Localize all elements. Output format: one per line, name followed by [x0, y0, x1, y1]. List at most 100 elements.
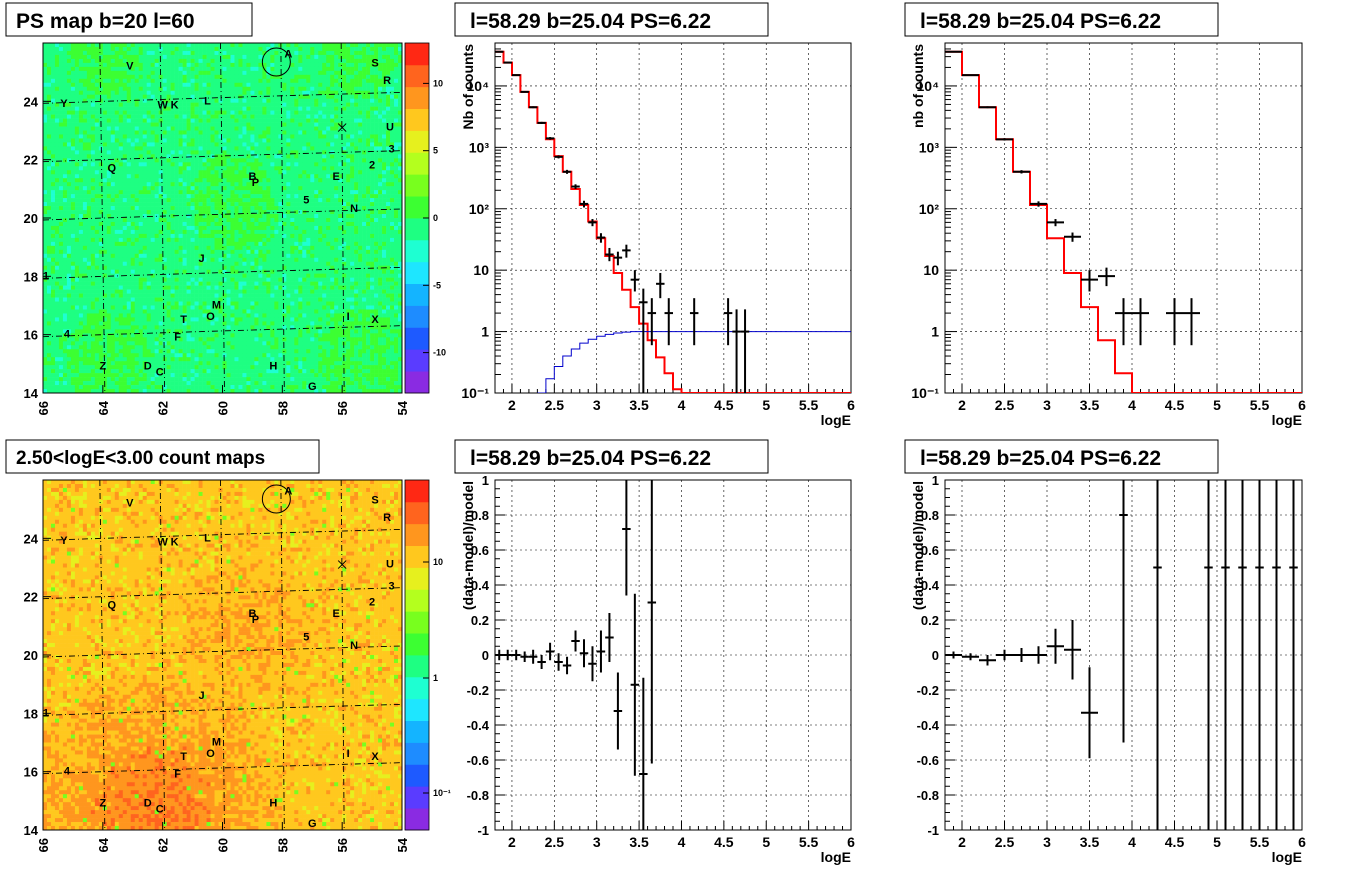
psmap-cell — [114, 174, 120, 179]
psmap-cell — [62, 74, 68, 80]
psmap-cell — [90, 245, 96, 251]
psmap-cell — [318, 58, 323, 64]
psmap-cell — [94, 130, 100, 135]
psmap-cell — [150, 110, 155, 115]
psmap-cell — [50, 54, 56, 60]
psmap-cell — [382, 54, 387, 60]
psmap-cell — [214, 70, 219, 76]
psmap-cell — [246, 257, 251, 263]
psmap-cell — [150, 210, 155, 215]
psmap-cell — [194, 43, 199, 48]
psmap-cell — [322, 221, 327, 227]
psmap-cell — [350, 154, 355, 159]
psmap-cell — [298, 78, 303, 84]
psmap-cell — [338, 229, 343, 235]
psmap-cell — [238, 43, 243, 48]
psmap-cell — [74, 162, 80, 167]
psmap-cell — [310, 158, 315, 163]
psmap-cell — [362, 126, 367, 131]
psmap-cell — [346, 98, 351, 103]
psmap-cell — [370, 166, 375, 171]
psmap-cell — [178, 142, 183, 147]
psmap-cell — [382, 241, 387, 247]
psmap-cell — [186, 98, 191, 103]
psmap-cell — [350, 174, 355, 179]
psmap-cell — [274, 86, 279, 92]
psmap-cell — [390, 126, 395, 131]
psmap-cell — [346, 178, 351, 183]
psmap-cell — [246, 114, 251, 119]
psmap-cell — [162, 158, 167, 163]
psmap-cell — [254, 134, 259, 139]
psmap-cell — [222, 174, 227, 179]
psmap-cell — [78, 210, 84, 215]
psmap-cell — [62, 245, 68, 251]
psmap-cell — [358, 78, 363, 84]
psmap-cell — [270, 245, 275, 251]
psmap-cell — [378, 114, 383, 119]
psmap-cell — [94, 82, 100, 88]
psmap-cell — [114, 154, 120, 159]
psmap-cell — [106, 241, 112, 247]
psmap-cell — [342, 225, 347, 231]
psmap-cell — [334, 241, 339, 247]
psmap-cell — [354, 233, 359, 239]
psmap-cell — [166, 54, 171, 60]
psmap-cell — [78, 237, 84, 243]
psmap-cell — [250, 46, 255, 52]
psmap-cell — [90, 206, 96, 211]
psmap-cell — [114, 249, 120, 255]
psmap-cell — [358, 218, 363, 223]
psmap-cell — [54, 182, 60, 187]
psmap-cell — [302, 102, 307, 107]
psmap-cell — [198, 206, 203, 211]
psmap-cell — [274, 130, 279, 135]
psmap-cell — [134, 43, 140, 48]
psmap-cell — [270, 94, 275, 99]
psmap-cell — [346, 58, 351, 64]
psmap-cell — [50, 106, 56, 111]
psmap-cell — [306, 90, 311, 96]
psmap-cell — [278, 174, 283, 179]
psmap-cell — [70, 253, 76, 259]
psmap-cell — [170, 186, 175, 191]
psmap-cell — [102, 253, 108, 259]
psmap-cell — [82, 134, 88, 139]
psmap-cell — [278, 237, 283, 243]
psmap-cell — [206, 190, 211, 195]
psmap-cell — [78, 170, 84, 175]
psmap-cell — [326, 106, 331, 111]
psmap-cell — [346, 257, 351, 263]
psmap-cell — [178, 221, 183, 227]
psmap-cell — [218, 210, 223, 215]
psmap-cell — [258, 174, 263, 179]
psmap-cell — [298, 158, 303, 163]
psmap-cell — [262, 94, 267, 99]
psmap-cell — [214, 118, 219, 123]
psmap-cell — [110, 221, 116, 227]
psmap-cell — [238, 50, 243, 56]
psmap-cell — [174, 118, 179, 123]
psmap-cell — [218, 154, 223, 159]
psmap-cell — [102, 90, 108, 96]
psmap-cell — [366, 241, 371, 247]
psmap-cell — [150, 218, 155, 223]
psmap-cell — [326, 229, 331, 235]
psmap-cell — [230, 253, 235, 259]
psmap-cell — [326, 86, 331, 92]
psmap-cell — [194, 253, 199, 259]
psmap-cell — [146, 62, 151, 68]
psmap-cell — [298, 74, 303, 80]
psmap-cell — [342, 102, 347, 107]
psmap-cell — [66, 94, 72, 99]
psmap-cell — [194, 50, 199, 56]
psmap-cell — [242, 210, 247, 215]
psmap-cell — [43, 74, 48, 80]
psmap-cell — [370, 162, 375, 167]
psmap-cell — [114, 78, 120, 84]
psmap-cell — [86, 178, 92, 183]
psmap-cell — [242, 221, 247, 227]
psmap-cell — [142, 54, 148, 60]
psmap-cell — [342, 58, 347, 64]
psmap-cell — [166, 162, 171, 167]
